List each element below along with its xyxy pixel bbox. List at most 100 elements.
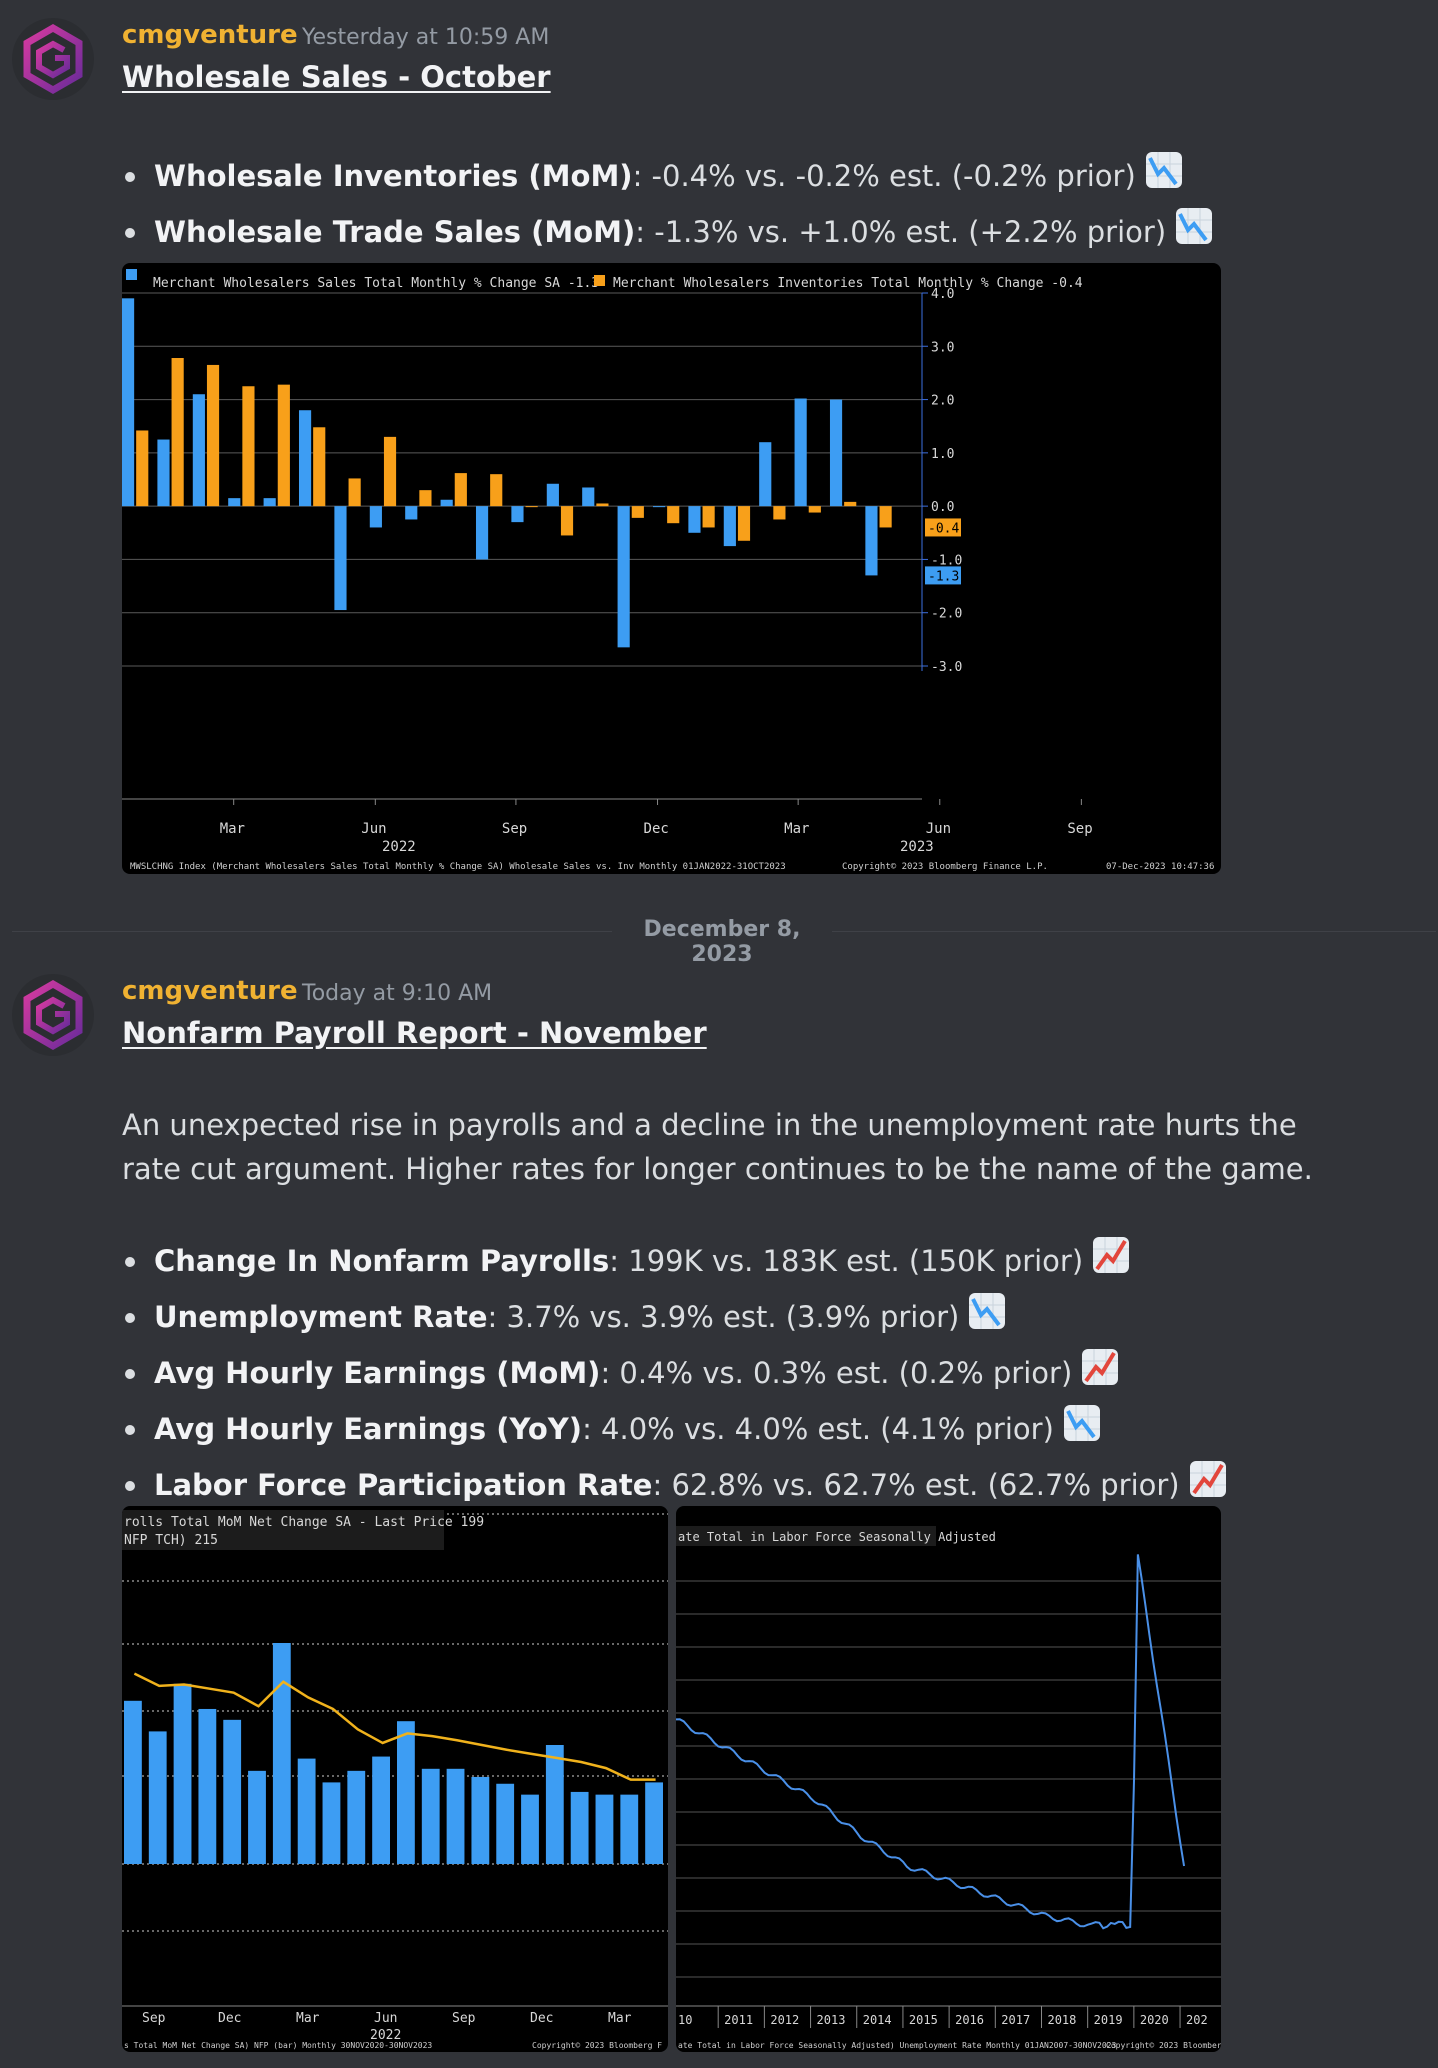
x-month-label: Jun	[374, 2011, 397, 2026]
last-value-label: -1.3	[928, 569, 959, 584]
x-month-label: Jun	[361, 821, 386, 837]
nfp-bar	[272, 1643, 291, 1864]
x-year-label: 2015	[909, 2013, 938, 2027]
chart-decreasing-icon	[1062, 1403, 1102, 1459]
bullet-text: : 199K vs. 183K est. (150K prior)	[609, 1244, 1084, 1278]
nfp-bar	[545, 1745, 564, 1864]
x-year-label: 10	[678, 2013, 692, 2027]
inventories-bar	[490, 474, 503, 507]
nfp-bar	[421, 1768, 440, 1864]
x-year-label: 2012	[770, 2013, 799, 2027]
chart-footer-copyright: Copyright© 2023 Bloomberg	[1106, 2041, 1221, 2050]
sales-bar	[794, 398, 807, 507]
sales-bar	[298, 410, 312, 507]
chart-footer-source: MWSLCHNG Index (Merchant Wholesalers Sal…	[130, 862, 786, 872]
bullet-label: Wholesale Inventories (MoM)	[154, 159, 633, 193]
x-month-label: Dec	[218, 2011, 241, 2026]
inventories-bar	[348, 478, 361, 507]
chart-footer-date: 07-Dec-2023 10:47:36	[1106, 862, 1214, 872]
x-month-label: Jun	[926, 821, 951, 837]
username[interactable]: cmgventure	[122, 20, 298, 50]
nfp-bar	[372, 1756, 390, 1864]
username[interactable]: cmgventure	[122, 976, 298, 1006]
bullet-label: Avg Hourly Earnings (YoY)	[154, 1412, 583, 1446]
inventories-bar	[454, 473, 467, 507]
sales-bar	[263, 498, 276, 507]
x-year-label: 2018	[1047, 2013, 1076, 2027]
wholesale-chart[interactable]: 4.0 3.0 2.0 1.0 0.0 -1.0 -2.0 -3.0 -0.4 -1.3 Mar Ju…	[122, 263, 1221, 874]
nfp-average-line	[133, 1672, 656, 1781]
message-paragraph: An unexpected rise in payrolls and a dec…	[122, 1108, 1313, 1186]
list-item: Change In Nonfarm Payrolls: 199K vs. 183…	[122, 1235, 1228, 1291]
y-tick-label: 2.0	[931, 394, 954, 409]
message-title: Nonfarm Payroll Report - November	[122, 1016, 707, 1050]
inventories-bar	[737, 506, 751, 541]
avatar[interactable]	[12, 18, 94, 100]
sales-bar	[865, 506, 878, 576]
chart-footer-copyright: Copyright© 2023 Bloomberg F	[532, 2041, 662, 2050]
cmg-logo-icon	[23, 23, 83, 95]
bullet-text: : 0.4% vs. 0.3% est. (0.2% prior)	[600, 1356, 1073, 1390]
inventories-bar	[277, 384, 290, 507]
list-item: Labor Force Participation Rate: 62.8% vs…	[122, 1459, 1228, 1515]
sales-bar	[617, 506, 630, 648]
nfp-bar	[223, 1719, 242, 1864]
bullet-label: Change In Nonfarm Payrolls	[154, 1244, 610, 1278]
legend-swatch-sales	[126, 269, 137, 280]
bullet-list: Change In Nonfarm Payrolls: 199K vs. 183…	[122, 1235, 1228, 1515]
x-month-label: Sep	[1067, 821, 1092, 837]
list-item: Wholesale Trade Sales (MoM): -1.3% vs. +…	[122, 206, 1214, 262]
x-month-label: Mar	[608, 2011, 632, 2026]
nfp-bar	[148, 1731, 167, 1864]
y-tick-label: 1.0	[931, 447, 954, 462]
bullet-text: : 3.7% vs. 3.9% est. (3.9% prior)	[487, 1300, 960, 1334]
inventories-bar	[171, 358, 184, 507]
inventories-bar	[808, 506, 821, 513]
nfp-bar	[620, 1794, 639, 1864]
sales-bar	[829, 399, 843, 507]
y-tick-label: 0.0	[931, 500, 954, 515]
nfp-bar	[173, 1683, 192, 1864]
sales-bar	[228, 498, 241, 507]
legend-nfp-tch: NFP TCH) 215	[124, 1533, 218, 1548]
nfp-bar	[521, 1794, 539, 1864]
wholesale-chart-svg: 4.0 3.0 2.0 1.0 0.0 -1.0 -2.0 -3.0 -0.4 -1.3 Mar Ju…	[122, 269, 1214, 872]
bullet-text: : -1.3% vs. +1.0% est. (+2.2% prior)	[635, 215, 1167, 249]
y-tick-label: 4.0	[931, 287, 954, 302]
bullet-text: : -0.4% vs. -0.2% est. (-0.2% prior)	[632, 159, 1136, 193]
sales-bar	[582, 487, 595, 507]
x-year-label: 2022	[382, 839, 416, 855]
unemployment-chart[interactable]: 10 2011 2012 2013 2014 2015 2016 2017 2018 2019 20…	[676, 1506, 1221, 2052]
inventories-bar	[702, 506, 715, 528]
avatar[interactable]	[12, 974, 94, 1056]
inventories-bar	[206, 364, 220, 507]
sales-bar	[475, 506, 489, 560]
legend-inventories: Merchant Wholesalers Inventories Total M…	[613, 276, 1083, 291]
bullet-label: Labor Force Participation Rate	[154, 1468, 653, 1502]
sales-bar	[369, 506, 382, 528]
message-title: Wholesale Sales - October	[122, 60, 551, 94]
cmg-logo-icon	[23, 979, 83, 1051]
last-value-tag	[925, 566, 961, 585]
inventories-bar	[383, 436, 397, 507]
x-year-label: 2014	[863, 2013, 892, 2027]
bullet-label: Wholesale Trade Sales (MoM)	[154, 215, 636, 249]
nfp-chart[interactable]: Sep Dec Mar Jun Sep Dec Mar 2022 rolls Total Mo…	[122, 1506, 668, 2052]
chart-footer-source: ate Total in Labor Force Seasonally Adju…	[678, 2041, 1116, 2050]
sales-bar	[688, 506, 701, 533]
sales-bar	[122, 298, 135, 507]
bullet-label: Avg Hourly Earnings (MoM)	[154, 1356, 601, 1390]
sales-bar	[759, 442, 772, 507]
timestamp: Today at 9:10 AM	[302, 981, 493, 1006]
x-month-label: Sep	[502, 821, 527, 837]
inventories-bar	[596, 503, 609, 507]
x-month-label: Mar	[784, 821, 809, 837]
nfp-bar	[471, 1776, 490, 1864]
y-tick-label: -2.0	[931, 607, 962, 622]
x-year-label: 2011	[724, 2013, 753, 2027]
nfp-bar	[347, 1770, 366, 1864]
nfp-chart-svg: Sep Dec Mar Jun Sep Dec Mar 2022 rolls Total Mo…	[122, 1510, 668, 2050]
last-value-tag	[925, 518, 961, 537]
legend-box	[122, 1510, 444, 1550]
inventories-bar	[844, 501, 857, 507]
